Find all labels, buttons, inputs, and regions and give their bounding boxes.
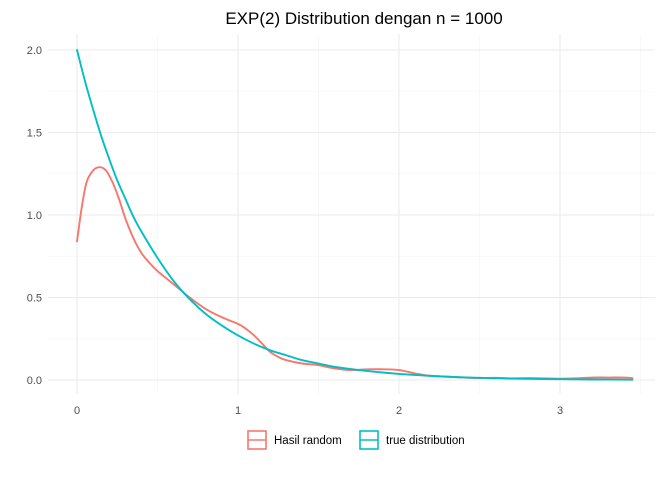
y-tick-label: 0.5 [27, 293, 42, 305]
x-tick-label: 3 [557, 405, 563, 417]
legend: Hasil random true distribution [247, 430, 465, 450]
y-tick-label: 1.5 [27, 128, 42, 140]
x-tick-label: 1 [235, 405, 241, 417]
legend-item-true-distribution: true distribution [359, 430, 465, 450]
x-tick-label: 2 [396, 405, 402, 417]
y-tick-label: 2.0 [27, 45, 42, 57]
x-tick-label: 0 [74, 405, 80, 417]
legend-label-true-distribution: true distribution [386, 435, 465, 447]
y-tick-label: 0.0 [27, 375, 42, 387]
series-lines [76, 49, 634, 381]
chart-title: EXP(2) Distribution dengan n = 1000 [225, 9, 502, 28]
grid-lines [48, 34, 655, 394]
series-line-true-distribution [76, 49, 634, 381]
axis-tick-labels: 0 1 2 3 0.0 0.5 1.0 1.5 2.0 [27, 45, 563, 417]
series-line-hasil-random [76, 166, 634, 380]
y-tick-label: 1.0 [27, 210, 42, 222]
legend-item-hasil-random: Hasil random [247, 430, 342, 450]
legend-label-hasil-random: Hasil random [274, 435, 342, 447]
